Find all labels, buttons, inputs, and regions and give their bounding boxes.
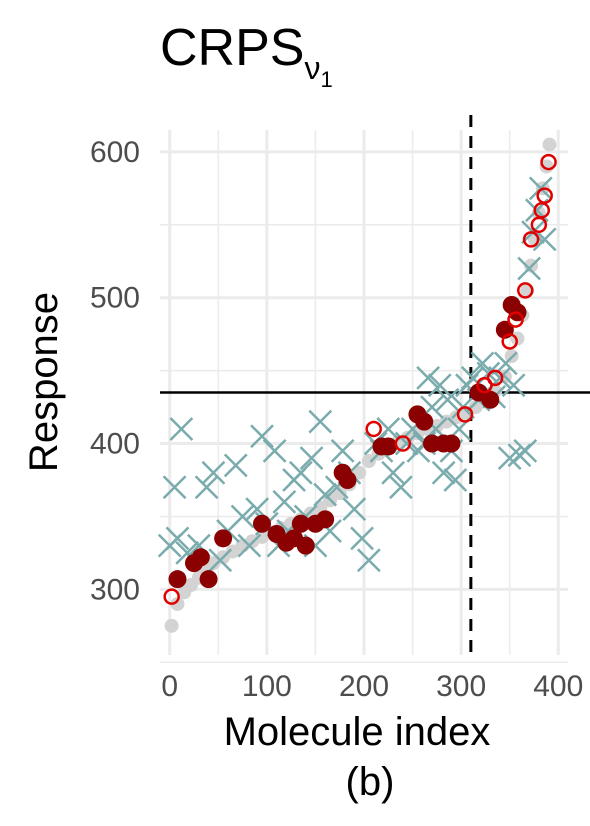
x-axis-title: Molecule index xyxy=(224,710,491,754)
x-tick-label: 200 xyxy=(339,670,389,703)
cross-point xyxy=(528,176,553,201)
cross-point xyxy=(517,256,542,281)
filled-point xyxy=(253,514,271,533)
cross-point xyxy=(435,387,460,412)
cross-point xyxy=(431,460,456,485)
cross-point xyxy=(513,438,538,463)
y-tick-label: 400 xyxy=(90,428,140,461)
chart-title-main: CRPS xyxy=(160,19,304,77)
chart-title: CRPSν1 xyxy=(160,19,333,92)
reference-lines xyxy=(160,115,590,655)
x-tick-label: 0 xyxy=(161,670,178,703)
cross-point xyxy=(230,504,255,529)
cross-point xyxy=(381,460,406,485)
cross-point xyxy=(308,409,333,434)
open-point xyxy=(536,187,553,204)
cross-point xyxy=(169,417,194,441)
grid-layer xyxy=(160,130,568,664)
gray-point xyxy=(542,137,557,152)
cross-point xyxy=(497,446,522,471)
cross-point xyxy=(350,526,374,551)
filled-point xyxy=(191,548,210,567)
open-point xyxy=(501,333,518,350)
open-points-layer xyxy=(163,153,557,605)
cross-point xyxy=(342,497,367,522)
cross-point xyxy=(330,438,355,463)
gray-point xyxy=(361,454,376,469)
chart-caption: (b) xyxy=(346,760,395,804)
chart-title-subsubscript: 1 xyxy=(320,67,332,92)
cross-point xyxy=(272,489,297,514)
cross-point xyxy=(427,373,452,398)
filled-point xyxy=(415,412,434,431)
cross-point xyxy=(208,548,233,573)
cross-points-layer xyxy=(157,176,557,573)
open-point xyxy=(163,588,180,605)
filled-point xyxy=(291,514,310,533)
chart-title-subscript: ν xyxy=(304,50,320,86)
x-tick-label: 100 xyxy=(242,670,292,703)
open-point xyxy=(486,369,504,387)
open-point xyxy=(365,420,382,438)
cross-point xyxy=(201,460,226,485)
cross-point xyxy=(299,446,324,471)
filled-point xyxy=(481,390,500,409)
open-point xyxy=(522,231,540,248)
open-point xyxy=(456,406,474,423)
tick-labels: 0 100 200 300 400 300 400 500 600 xyxy=(90,136,583,703)
cross-point xyxy=(262,438,287,463)
filled-points-layer xyxy=(168,296,527,589)
cross-point xyxy=(416,366,440,390)
gray-point xyxy=(170,596,185,611)
y-axis-title: Response xyxy=(22,292,66,472)
cross-point xyxy=(165,526,190,551)
y-tick-label: 600 xyxy=(90,136,140,169)
filled-point xyxy=(214,529,233,548)
cross-point xyxy=(389,475,413,500)
gray-point xyxy=(164,618,179,633)
cross-point xyxy=(376,417,401,441)
filled-point xyxy=(316,510,335,529)
filled-point xyxy=(442,434,461,453)
cross-point xyxy=(356,548,381,573)
filled-point xyxy=(296,536,315,555)
y-tick-label: 300 xyxy=(90,573,140,606)
cross-point xyxy=(288,460,313,485)
open-point xyxy=(507,311,524,328)
filled-point xyxy=(338,471,357,489)
x-tick-label: 300 xyxy=(436,670,486,703)
cross-point xyxy=(443,468,468,492)
x-tick-label: 400 xyxy=(533,670,583,703)
cross-point xyxy=(250,424,274,449)
filled-point xyxy=(168,570,187,589)
cross-point xyxy=(223,453,248,478)
filled-point xyxy=(199,570,218,589)
open-point xyxy=(517,282,534,299)
y-tick-label: 500 xyxy=(90,282,140,315)
open-point xyxy=(394,435,412,452)
cross-point xyxy=(501,373,526,398)
cross-point xyxy=(237,533,262,558)
open-point xyxy=(540,153,557,171)
cross-point xyxy=(194,475,219,500)
cross-point xyxy=(162,475,187,500)
filled-point xyxy=(379,437,398,456)
cross-point xyxy=(313,482,338,507)
